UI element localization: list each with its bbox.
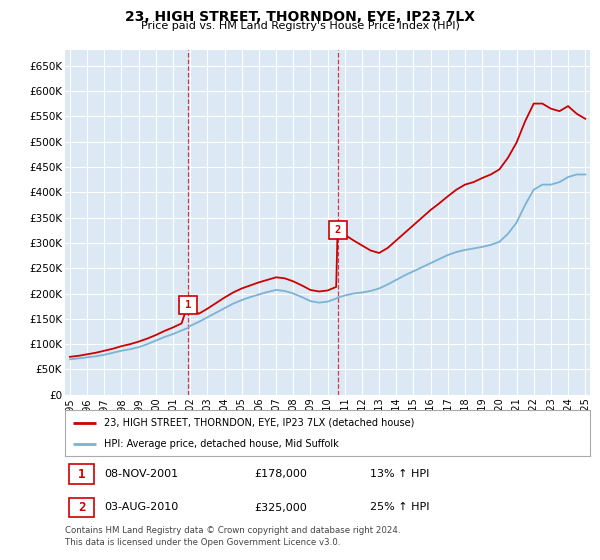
Text: HPI: Average price, detached house, Mid Suffolk: HPI: Average price, detached house, Mid … (104, 439, 339, 449)
Text: 08-NOV-2001: 08-NOV-2001 (104, 469, 178, 479)
Text: 23, HIGH STREET, THORNDON, EYE, IP23 7LX (detached house): 23, HIGH STREET, THORNDON, EYE, IP23 7LX… (104, 418, 415, 428)
Text: Price paid vs. HM Land Registry's House Price Index (HPI): Price paid vs. HM Land Registry's House … (140, 21, 460, 31)
Text: 23, HIGH STREET, THORNDON, EYE, IP23 7LX: 23, HIGH STREET, THORNDON, EYE, IP23 7LX (125, 10, 475, 24)
Text: 1: 1 (185, 300, 191, 310)
Text: 1: 1 (78, 468, 85, 480)
FancyBboxPatch shape (69, 498, 94, 517)
Text: 25% ↑ HPI: 25% ↑ HPI (370, 502, 429, 512)
Text: 2: 2 (334, 225, 341, 235)
FancyBboxPatch shape (69, 464, 94, 484)
Text: £325,000: £325,000 (254, 502, 307, 512)
Text: 2: 2 (78, 501, 85, 514)
Text: 03-AUG-2010: 03-AUG-2010 (104, 502, 178, 512)
Text: £178,000: £178,000 (254, 469, 307, 479)
Text: Contains HM Land Registry data © Crown copyright and database right 2024.
This d: Contains HM Land Registry data © Crown c… (65, 526, 400, 547)
Text: 13% ↑ HPI: 13% ↑ HPI (370, 469, 429, 479)
